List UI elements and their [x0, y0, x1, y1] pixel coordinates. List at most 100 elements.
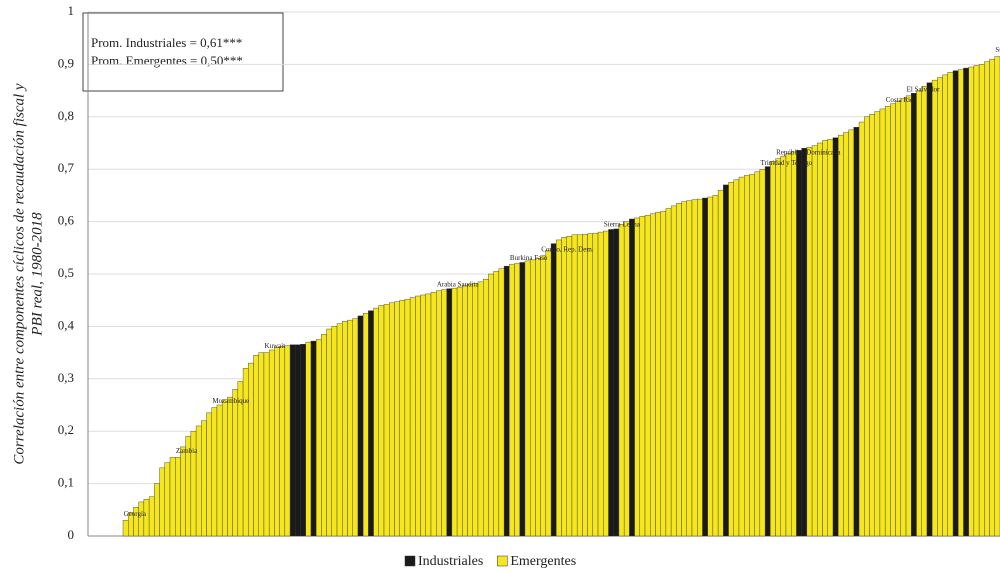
- y-tick-label: 0,9: [58, 55, 74, 70]
- bar: [895, 100, 902, 537]
- bar: [639, 216, 646, 537]
- bar: [211, 407, 218, 537]
- bar: [670, 205, 677, 537]
- bar: [295, 344, 301, 537]
- bar: [759, 168, 766, 537]
- bar: [488, 273, 494, 537]
- bar: [707, 196, 714, 537]
- y-tick-label: 0: [68, 527, 75, 542]
- category-label: Georgia: [124, 510, 147, 518]
- bar: [853, 127, 860, 537]
- category-label: Congo, Rep. Dem.: [541, 245, 594, 253]
- bar: [837, 134, 844, 537]
- bar: [655, 211, 661, 537]
- bar: [535, 258, 541, 537]
- bar: [336, 323, 343, 537]
- bar: [550, 243, 557, 537]
- bar: [263, 352, 270, 537]
- bar: [582, 233, 588, 537]
- bar: [477, 281, 484, 537]
- bar: [347, 319, 353, 537]
- bar: [806, 146, 813, 537]
- bar: [482, 279, 489, 537]
- y-tick-label: 0,3: [58, 370, 74, 385]
- bar: [733, 179, 740, 537]
- bar: [785, 153, 792, 537]
- bar: [843, 132, 849, 537]
- bar: [817, 142, 823, 537]
- legend-swatch: [497, 555, 508, 567]
- bar: [430, 292, 437, 537]
- bar: [691, 199, 698, 537]
- category-label: Sudáfrica: [995, 46, 1000, 54]
- y-tick-label: 0,4: [58, 317, 75, 332]
- bar: [754, 171, 761, 537]
- bar: [529, 259, 536, 537]
- bar: [342, 320, 348, 537]
- bar: [650, 213, 656, 537]
- bar: [884, 106, 891, 537]
- bar: [310, 340, 317, 537]
- bar: [916, 90, 922, 537]
- bar: [764, 166, 771, 537]
- bar: [796, 150, 802, 537]
- bar: [780, 155, 787, 537]
- bar: [248, 362, 254, 537]
- bar: [545, 250, 552, 537]
- bar: [289, 344, 296, 537]
- bar: [921, 86, 928, 537]
- bar: [503, 265, 510, 537]
- bar: [963, 67, 969, 537]
- bar: [409, 297, 416, 537]
- bar: [378, 305, 385, 537]
- category-label: Sierra Leona: [604, 221, 641, 229]
- bar: [389, 302, 395, 537]
- bar: [493, 271, 500, 537]
- bar: [634, 217, 641, 537]
- annotation: Prom. Industriales = 0,61***: [91, 35, 242, 50]
- bar: [357, 315, 364, 537]
- bar: [968, 66, 975, 537]
- bar: [623, 221, 630, 537]
- bar: [618, 224, 625, 537]
- bar: [556, 239, 562, 537]
- bar: [373, 307, 379, 537]
- bar: [738, 176, 745, 537]
- bar: [242, 368, 249, 537]
- bar: [905, 95, 912, 537]
- bar: [305, 341, 312, 537]
- bar: [154, 483, 160, 537]
- bar: [775, 158, 781, 537]
- bar: [608, 229, 614, 537]
- bar: [697, 198, 703, 537]
- bar: [268, 349, 275, 537]
- bar: [811, 145, 818, 537]
- bar: [686, 200, 693, 537]
- bar: [331, 326, 338, 537]
- bar: [790, 151, 797, 537]
- bar: [352, 318, 359, 537]
- bar: [561, 237, 567, 537]
- bar: [587, 233, 594, 537]
- y-axis-title: Correlación entre componentes cíclicos d…: [11, 83, 27, 464]
- category-label: Mozambique: [212, 397, 249, 405]
- bar: [227, 396, 233, 537]
- bar: [362, 313, 369, 537]
- bar: [368, 310, 374, 537]
- bar: [571, 234, 578, 537]
- bar: [947, 72, 954, 537]
- bar: [723, 184, 729, 537]
- bar: [221, 399, 228, 537]
- bar: [848, 129, 855, 537]
- bar: [138, 501, 145, 537]
- bar: [394, 301, 400, 537]
- bar: [315, 339, 322, 537]
- bar: [274, 347, 280, 537]
- annotation-box: [82, 12, 284, 92]
- bar: [717, 189, 724, 537]
- bar: [869, 113, 875, 537]
- category-label: Zambia: [176, 447, 198, 455]
- bar: [890, 103, 896, 537]
- legend-label: Emergentes: [510, 554, 576, 569]
- bar: [321, 334, 327, 537]
